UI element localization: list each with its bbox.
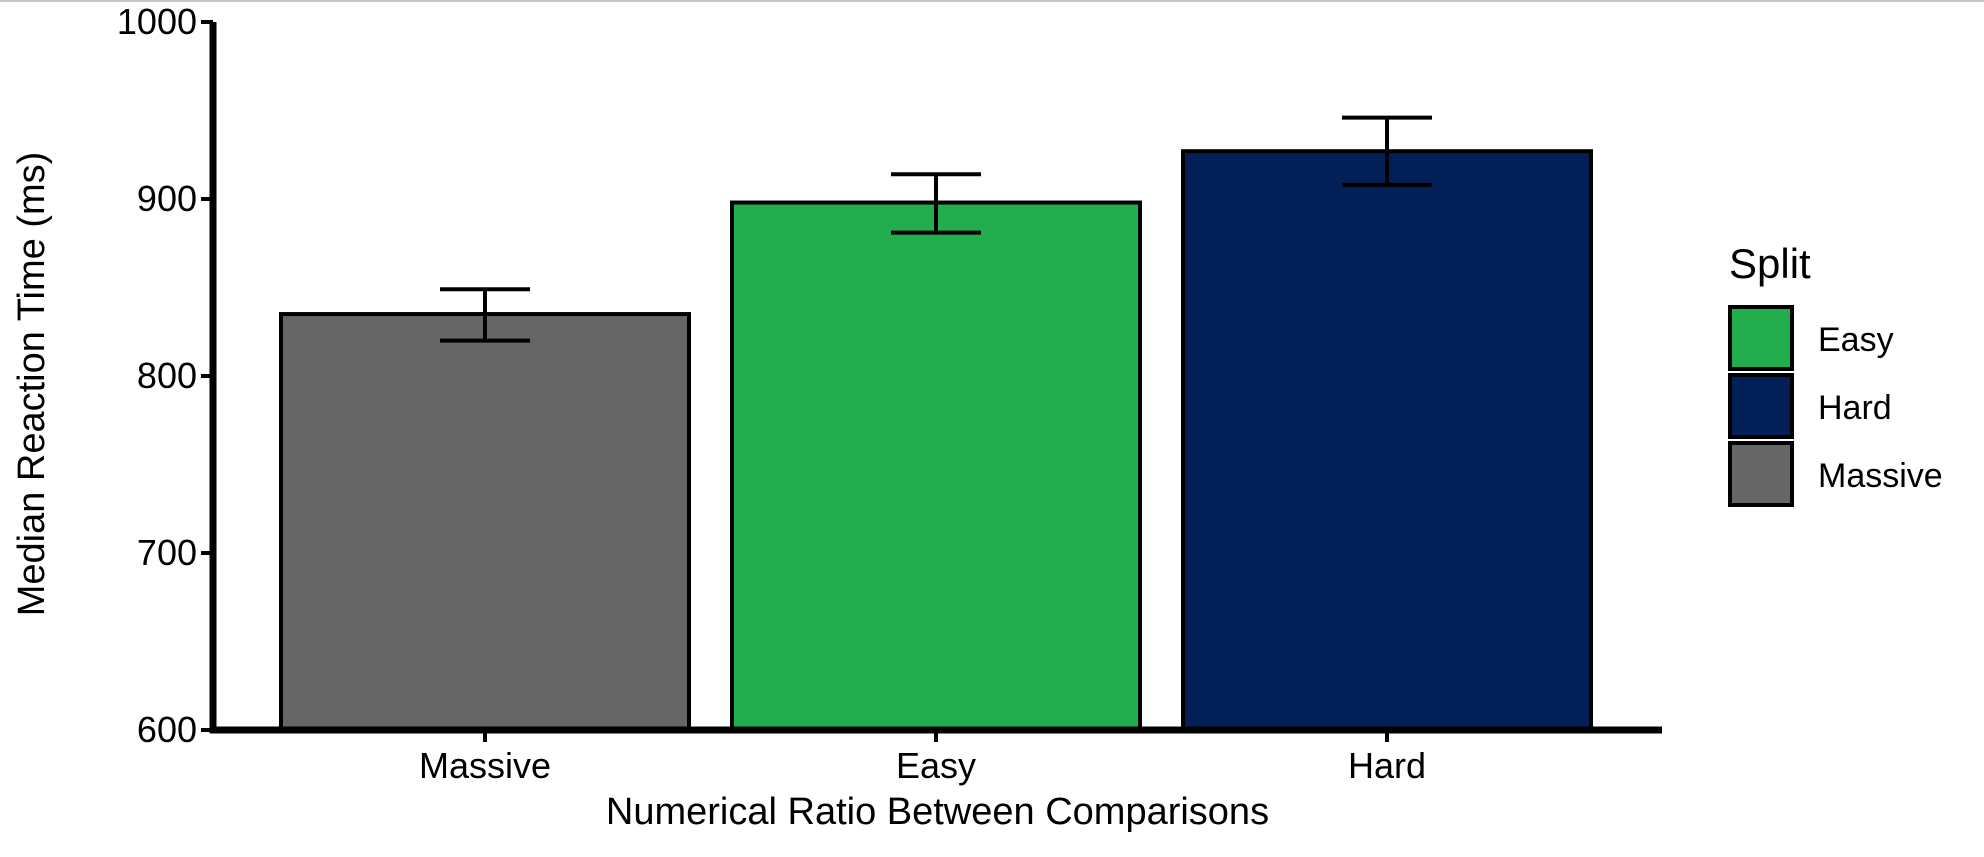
x-tick-label-easy: Easy: [896, 745, 976, 786]
y-tick-label: 900: [137, 178, 197, 219]
bar-hard: [1181, 149, 1593, 732]
error-bars-layer: [440, 115, 1432, 343]
y-tick-label: 800: [137, 355, 197, 396]
legend-items: Easy Hard Massive: [1728, 305, 1943, 507]
bar-easy: [730, 200, 1142, 733]
x-tick-label-massive: Massive: [419, 745, 551, 786]
legend-label: Hard: [1818, 389, 1892, 427]
y-tick-label: 600: [137, 709, 197, 750]
error-bar-hard: [1342, 115, 1432, 187]
y-ticks: 600 700 800 900 1000: [117, 1, 213, 750]
legend-label: Massive: [1818, 457, 1943, 495]
legend-label: Easy: [1818, 321, 1894, 359]
error-bar-massive: [440, 287, 530, 343]
legend-title: Split: [1729, 240, 1811, 287]
legend-item-massive: Massive: [1728, 441, 1943, 507]
legend-item-hard: Hard: [1728, 373, 1892, 439]
bar-massive: [279, 312, 691, 732]
legend-swatch: [1728, 373, 1794, 439]
legend: Split Easy Hard Massive: [1728, 240, 1943, 507]
x-ticks: Massive Easy Hard: [419, 730, 1426, 786]
x-tick-label-hard: Hard: [1348, 745, 1426, 786]
bars-layer: [279, 149, 1593, 733]
y-axis-title: Median Reaction Time (ms): [11, 152, 53, 617]
x-axis-title: Numerical Ratio Between Comparisons: [606, 791, 1269, 833]
legend-item-easy: Easy: [1728, 305, 1894, 371]
y-tick-label: 1000: [117, 1, 197, 42]
legend-swatch: [1728, 305, 1794, 371]
legend-swatch: [1728, 441, 1794, 507]
error-bar-easy: [891, 172, 981, 235]
y-tick-label: 700: [137, 532, 197, 573]
